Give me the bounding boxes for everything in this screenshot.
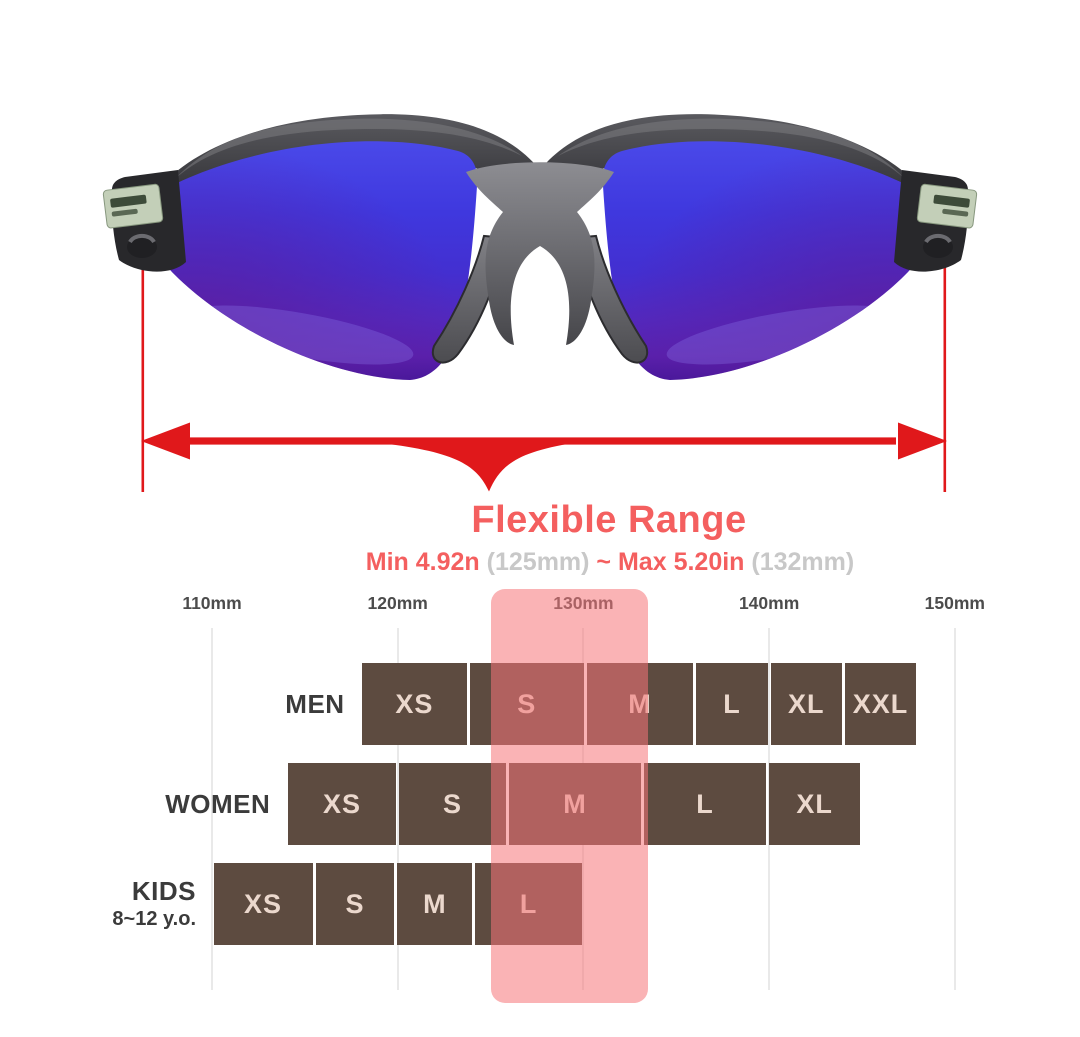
row-label-text: MEN xyxy=(285,688,345,719)
size-segment-men-xs: XS xyxy=(362,663,467,745)
grid-line-120 xyxy=(396,628,399,990)
arrow-head-left xyxy=(141,422,190,460)
right-temple-logo xyxy=(916,183,978,229)
row-label-kids: KIDS 8~12 y.o. xyxy=(0,863,196,945)
left-lens-purple-tint xyxy=(144,141,478,380)
brow-highlight-right xyxy=(558,118,908,182)
size-segment-women-s: S xyxy=(399,763,506,845)
flexible-range-subtitle: Min 4.92n (125mm) ~ Max 5.20in (132mm) xyxy=(260,548,960,577)
row-label-women: WOMEN xyxy=(0,763,270,845)
measurement-arrow xyxy=(141,422,947,492)
subtitle-part: ~ xyxy=(589,548,618,576)
subtitle-part: Max 5.20in xyxy=(617,548,745,576)
sunglasses-image xyxy=(102,114,978,492)
size-segment-men-xl: XL xyxy=(770,663,842,745)
row-label-men: MEN xyxy=(0,663,345,745)
grid-line-150 xyxy=(953,628,956,990)
size-segment-women-xl: XL xyxy=(768,763,861,845)
subtitle-part: (132mm) xyxy=(751,548,855,576)
size-segment-women-xs: XS xyxy=(287,763,397,845)
arrow-center-pointer xyxy=(380,443,574,492)
size-segment-men-xxl: XXL xyxy=(844,663,917,745)
axis-tick-150: 150mm xyxy=(924,593,985,613)
size-segment-men-l: L xyxy=(696,663,768,745)
row-sublabel-text: 8~12 y.o. xyxy=(112,908,196,931)
right-temple-tip xyxy=(894,170,978,272)
axis-tick-110: 110mm xyxy=(182,593,242,613)
size-segment-kids-s: S xyxy=(315,863,395,945)
sunglasses xyxy=(102,114,978,380)
axis-tick-120: 120mm xyxy=(367,593,428,613)
grid-line-110 xyxy=(211,628,213,990)
brow-highlight-left xyxy=(172,118,522,182)
extent-line-left xyxy=(141,262,145,492)
left-lens-reflection xyxy=(186,305,414,365)
arrow-shaft xyxy=(184,437,896,445)
size-segment-kids-m: M xyxy=(397,863,473,945)
row-label-text: WOMEN xyxy=(165,788,271,819)
subtitle-part: (125mm) xyxy=(486,548,590,576)
flexible-range-title: Flexible Range xyxy=(471,499,747,541)
right-lens-purple-tint xyxy=(602,141,936,380)
subtitle-part: Min 4.92n xyxy=(365,548,480,576)
extent-line-right xyxy=(943,262,947,492)
right-lens-reflection xyxy=(666,305,894,365)
axis-tick-140: 140mm xyxy=(738,593,800,613)
flexible-range-band xyxy=(490,589,649,1003)
left-temple-logo xyxy=(102,183,164,229)
row-label-text: KIDS xyxy=(131,875,196,906)
arrow-head-right xyxy=(898,422,947,460)
nose-bridge xyxy=(466,162,614,345)
left-temple-tip xyxy=(102,170,186,272)
size-segment-women-l: L xyxy=(644,763,766,845)
size-segment-kids-xs: XS xyxy=(213,863,313,945)
extent-lines xyxy=(141,262,947,492)
